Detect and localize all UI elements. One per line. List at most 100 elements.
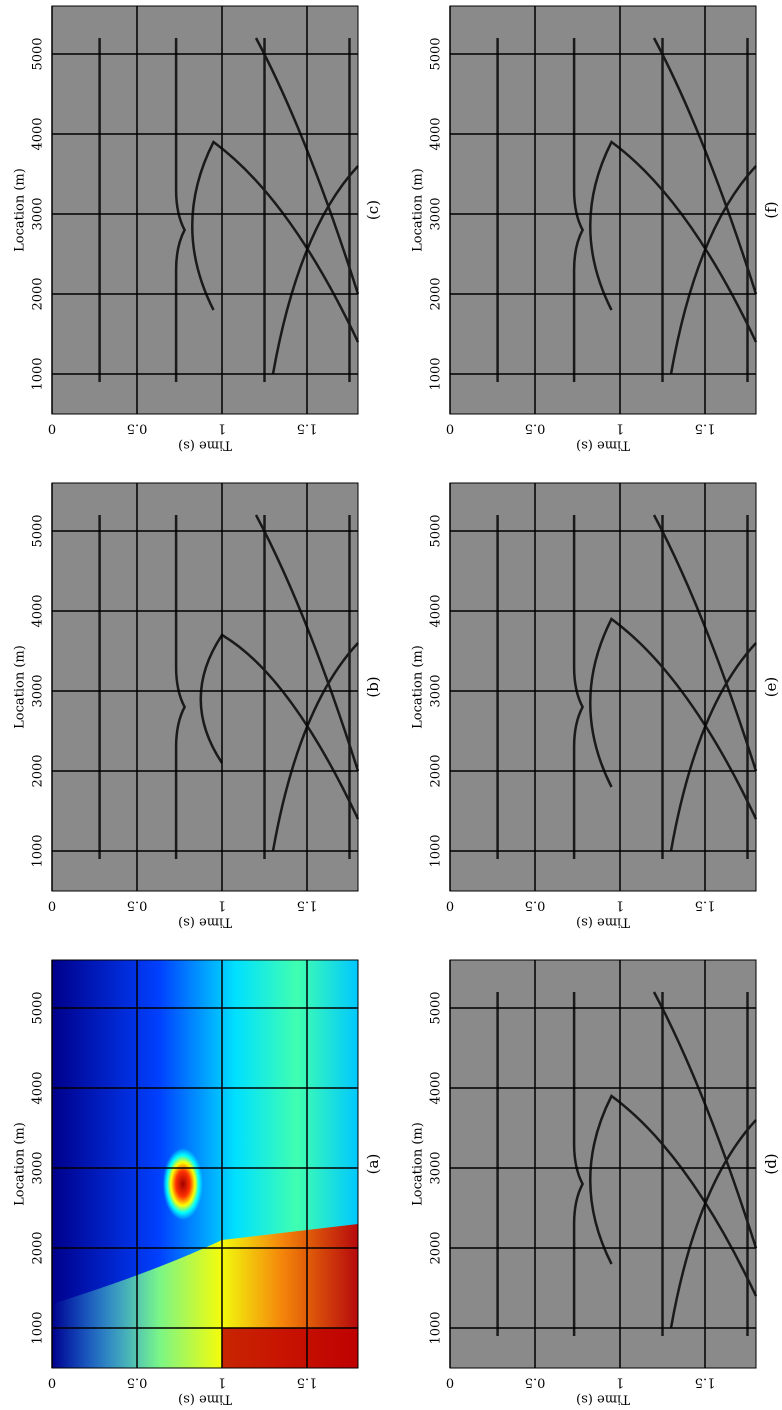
panel: 0 0.5 1 1.5 1000 2000 3000 4000 5000 Location (m)… xyxy=(13,959,382,1407)
time-tick-label: 0.5 xyxy=(525,898,546,913)
time-tick-label: 1 xyxy=(218,898,226,913)
location-tick-label: 4000 xyxy=(31,117,46,150)
time-tick-label: 0 xyxy=(446,1375,454,1390)
panel-label: (f) xyxy=(762,201,780,218)
location-tick-label: 3000 xyxy=(429,197,444,230)
location-tick-label: 5000 xyxy=(429,37,444,70)
location-tick-label: 5000 xyxy=(31,514,46,547)
velocity-anomaly xyxy=(162,1148,203,1220)
reflector xyxy=(572,515,585,859)
panel-frame xyxy=(449,482,757,892)
time-tick-label: 0 xyxy=(48,421,56,436)
time-tick-label: 0.5 xyxy=(127,1375,148,1390)
location-tick-label: 3000 xyxy=(31,1151,46,1184)
velocity-image xyxy=(222,1328,358,1368)
panel: 0 0.5 1 1.5 1000 2000 3000 4000 5000 Location (m)… xyxy=(13,5,382,453)
location-tick-label: 3000 xyxy=(429,1151,444,1184)
reflector xyxy=(572,992,585,1336)
location-tick-label: 2000 xyxy=(31,1231,46,1264)
panel: 0 0.5 1 1.5 1000 2000 3000 4000 5000 Location (m)… xyxy=(411,959,780,1407)
time-tick-label: 1.5 xyxy=(297,1375,318,1390)
location-tick-label: 5000 xyxy=(31,991,46,1024)
reflector xyxy=(174,38,187,382)
time-tick-label: 0.5 xyxy=(127,898,148,913)
time-axis-label: Time (s) xyxy=(178,915,232,930)
time-axis-label: Time (s) xyxy=(576,915,630,930)
time-tick-label: 0 xyxy=(446,898,454,913)
reflector xyxy=(572,38,585,382)
location-tick-label: 1000 xyxy=(429,834,444,867)
location-tick-label: 3000 xyxy=(429,674,444,707)
time-axis-label: Time (s) xyxy=(576,438,630,453)
time-tick-label: 1 xyxy=(218,1375,226,1390)
location-axis-label: Location (m) xyxy=(13,1122,28,1206)
location-axis-label: Location (m) xyxy=(411,168,426,252)
time-tick-label: 1.5 xyxy=(297,421,318,436)
panel: 0 0.5 1 1.5 1000 2000 3000 4000 5000 Location (m)… xyxy=(13,482,382,930)
diffraction xyxy=(589,617,758,820)
seismic-image xyxy=(52,6,358,414)
location-tick-label: 4000 xyxy=(429,594,444,627)
location-tick-label: 4000 xyxy=(429,117,444,150)
location-tick-label: 1000 xyxy=(429,357,444,390)
time-tick-label: 0 xyxy=(48,898,56,913)
panel: 0 0.5 1 1.5 1000 2000 3000 4000 5000 Location (m)… xyxy=(411,482,780,930)
location-axis-label: Location (m) xyxy=(411,645,426,729)
time-tick-label: 1 xyxy=(616,1375,624,1390)
time-axis-label: Time (s) xyxy=(576,1392,630,1407)
seismic-image xyxy=(450,960,756,1368)
location-tick-label: 2000 xyxy=(31,277,46,310)
panel-frame xyxy=(449,5,757,415)
diffraction xyxy=(589,1094,758,1297)
location-tick-label: 2000 xyxy=(31,754,46,787)
panel-label: (e) xyxy=(762,677,780,698)
time-axis-label: Time (s) xyxy=(178,438,232,453)
location-axis-label: Location (m) xyxy=(13,168,28,252)
time-tick-label: 0.5 xyxy=(525,421,546,436)
location-tick-label: 2000 xyxy=(429,1231,444,1264)
time-tick-label: 1 xyxy=(218,421,226,436)
location-tick-label: 3000 xyxy=(31,674,46,707)
time-tick-label: 1.5 xyxy=(695,1375,716,1390)
time-tick-label: 0 xyxy=(48,1375,56,1390)
time-tick-label: 0.5 xyxy=(525,1375,546,1390)
panel-label: (d) xyxy=(762,1153,780,1174)
location-tick-label: 1000 xyxy=(31,357,46,390)
location-tick-label: 2000 xyxy=(429,277,444,310)
seismic-image xyxy=(52,483,358,891)
location-tick-label: 4000 xyxy=(31,594,46,627)
panel-frame xyxy=(51,5,359,415)
location-tick-label: 1000 xyxy=(31,834,46,867)
time-tick-label: 1.5 xyxy=(297,898,318,913)
time-tick-label: 0 xyxy=(446,421,454,436)
time-axis-label: Time (s) xyxy=(178,1392,232,1407)
panel-frame xyxy=(449,959,757,1369)
panel-label: (a) xyxy=(364,1154,382,1175)
time-tick-label: 1.5 xyxy=(695,421,716,436)
time-tick-label: 1 xyxy=(616,898,624,913)
seismic-image xyxy=(450,6,756,414)
location-tick-label: 5000 xyxy=(429,991,444,1024)
panel: 0 0.5 1 1.5 1000 2000 3000 4000 5000 Location (m)… xyxy=(411,5,780,453)
time-tick-label: 1.5 xyxy=(695,898,716,913)
location-tick-label: 5000 xyxy=(429,514,444,547)
location-axis-label: Location (m) xyxy=(411,1122,426,1206)
location-tick-label: 3000 xyxy=(31,197,46,230)
panel-label: (b) xyxy=(364,676,382,697)
location-tick-label: 5000 xyxy=(31,37,46,70)
diffraction xyxy=(191,140,360,343)
location-tick-label: 4000 xyxy=(429,1071,444,1104)
reflector xyxy=(174,515,187,859)
panel-label: (c) xyxy=(364,200,382,220)
panel-frame xyxy=(51,959,359,1369)
panel-frame xyxy=(51,482,359,892)
diffraction xyxy=(199,633,360,820)
location-tick-label: 2000 xyxy=(429,754,444,787)
time-tick-label: 0.5 xyxy=(127,421,148,436)
time-tick-label: 1 xyxy=(616,421,624,436)
location-tick-label: 1000 xyxy=(429,1311,444,1344)
location-tick-label: 1000 xyxy=(31,1311,46,1344)
seismic-image xyxy=(450,483,756,891)
location-axis-label: Location (m) xyxy=(13,645,28,729)
